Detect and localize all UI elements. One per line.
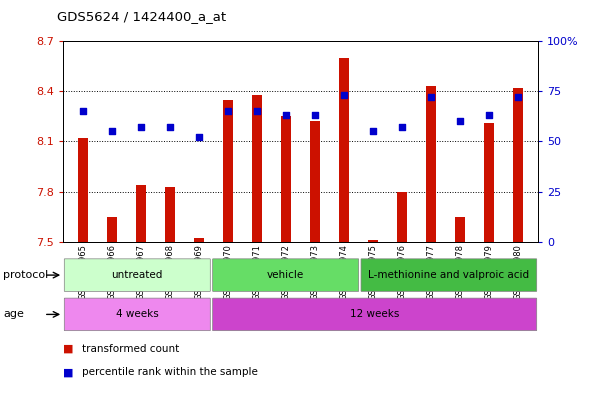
Point bbox=[455, 118, 465, 125]
Text: percentile rank within the sample: percentile rank within the sample bbox=[82, 367, 258, 377]
Bar bbox=[136, 185, 146, 242]
Point bbox=[397, 124, 407, 130]
Point bbox=[194, 134, 204, 141]
Bar bbox=[426, 86, 436, 242]
Bar bbox=[310, 121, 320, 242]
Bar bbox=[368, 240, 378, 242]
Text: protocol: protocol bbox=[3, 270, 48, 280]
Bar bbox=[252, 95, 262, 242]
Point bbox=[165, 124, 175, 130]
FancyBboxPatch shape bbox=[64, 298, 210, 331]
Point bbox=[136, 124, 146, 130]
Bar bbox=[513, 88, 523, 242]
FancyBboxPatch shape bbox=[64, 259, 210, 291]
Text: untreated: untreated bbox=[112, 270, 163, 280]
Bar bbox=[397, 191, 407, 242]
Point bbox=[108, 128, 117, 134]
Point bbox=[281, 112, 291, 119]
Text: ■: ■ bbox=[63, 344, 73, 354]
Text: L-methionine and valproic acid: L-methionine and valproic acid bbox=[368, 270, 529, 280]
Bar bbox=[223, 100, 233, 242]
Text: 12 weeks: 12 weeks bbox=[350, 309, 400, 320]
FancyBboxPatch shape bbox=[213, 298, 537, 331]
FancyBboxPatch shape bbox=[361, 259, 537, 291]
Text: GDS5624 / 1424400_a_at: GDS5624 / 1424400_a_at bbox=[57, 10, 226, 23]
Point bbox=[252, 108, 262, 114]
Point bbox=[224, 108, 233, 114]
Point bbox=[426, 94, 436, 101]
Text: ■: ■ bbox=[63, 367, 73, 377]
Bar bbox=[107, 217, 117, 242]
Point bbox=[79, 108, 88, 114]
Bar bbox=[194, 238, 204, 242]
FancyBboxPatch shape bbox=[213, 259, 359, 291]
Point bbox=[484, 112, 493, 119]
Text: age: age bbox=[3, 309, 24, 320]
Bar bbox=[165, 187, 175, 242]
Point bbox=[339, 92, 349, 99]
Text: transformed count: transformed count bbox=[82, 344, 180, 354]
Bar bbox=[455, 217, 465, 242]
Point bbox=[368, 128, 377, 134]
Bar bbox=[78, 138, 88, 242]
Point bbox=[310, 112, 320, 119]
Bar bbox=[281, 116, 291, 242]
Point bbox=[513, 94, 522, 101]
Bar bbox=[484, 123, 494, 242]
Text: vehicle: vehicle bbox=[267, 270, 304, 280]
Text: 4 weeks: 4 weeks bbox=[116, 309, 159, 320]
Bar bbox=[339, 58, 349, 242]
